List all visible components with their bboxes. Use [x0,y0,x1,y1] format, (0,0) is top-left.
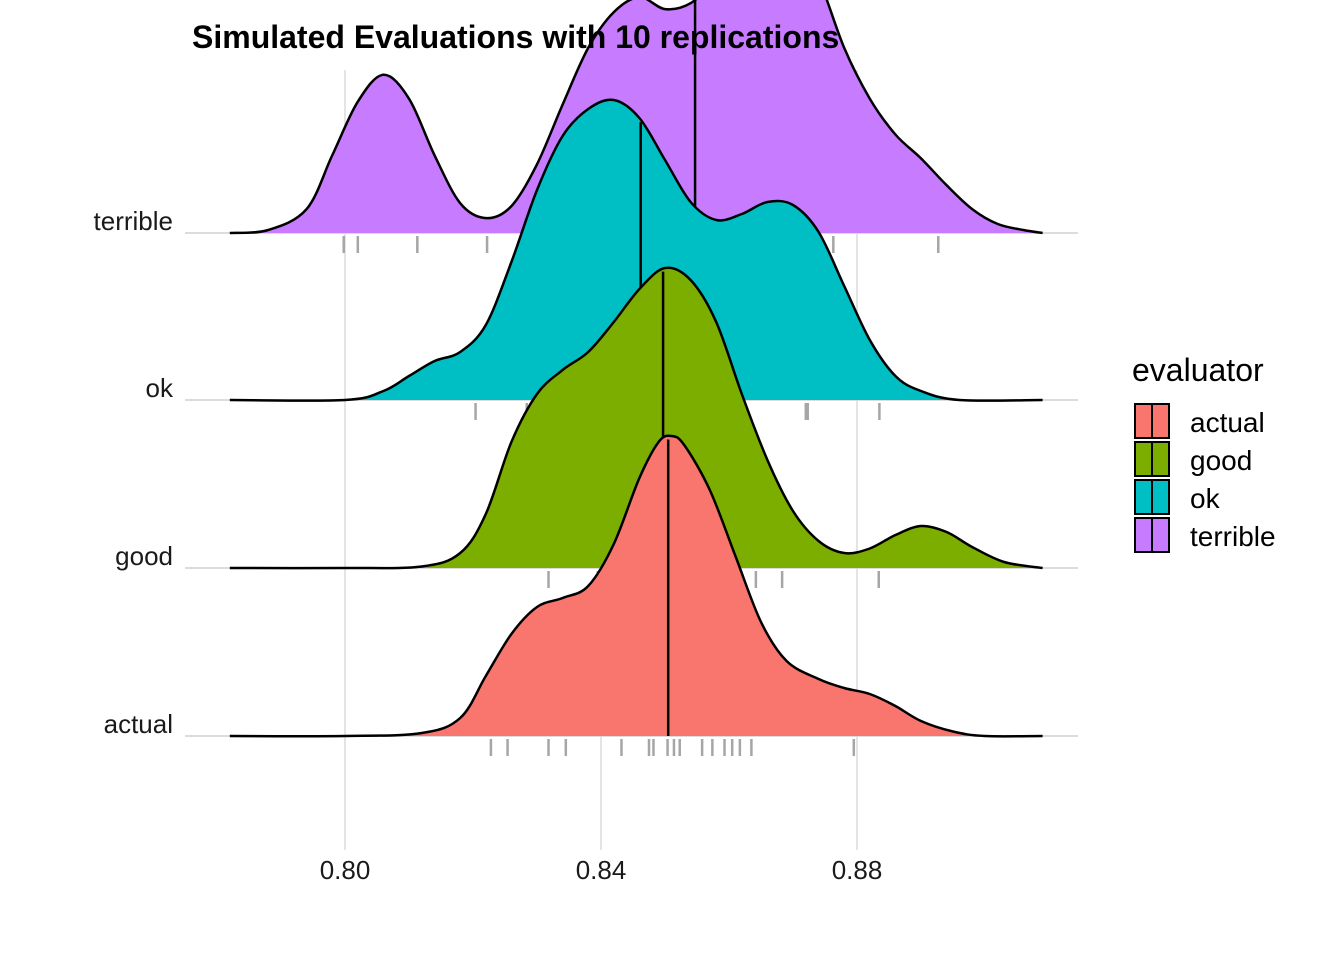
density-area-ok [229,99,1043,401]
y-tick-labels: actual good ok terrible [94,206,174,739]
density-area-good [229,267,1043,569]
density-outline-ok [229,98,1043,402]
legend-item-good: good [1134,441,1252,477]
chart-title: Simulated Evaluations with 10 replicatio… [192,19,839,55]
x-tick-label-0: 0.80 [320,855,371,885]
x-tick-label-1: 0.84 [576,855,627,885]
legend-label-good: good [1190,445,1252,476]
legend-item-actual: actual [1134,403,1265,439]
legend-label-terrible: terrible [1190,521,1276,552]
ridge-actual [229,434,1043,756]
legend-label-actual: actual [1190,407,1265,438]
density-outline-actual [229,434,1043,738]
y-tick-label-terrible: terrible [94,206,173,236]
y-tick-label-actual: actual [104,709,173,739]
y-tick-label-good: good [115,541,173,571]
density-outline-good [229,266,1043,570]
legend-item-ok: ok [1134,479,1221,515]
density-outline-terrible [229,0,1043,235]
x-tick-labels: 0.80 0.84 0.88 [320,855,883,885]
legend-item-terrible: terrible [1134,517,1276,553]
legend-label-ok: ok [1190,483,1221,514]
legend-title: evaluator [1132,352,1264,388]
x-tick-label-2: 0.88 [832,855,883,885]
density-area-actual [229,435,1043,737]
legend-items: actual good ok terrible [1134,403,1276,553]
legend: evaluator actual good ok terrible [1132,352,1276,553]
y-tick-label-ok: ok [146,373,174,403]
ridges [229,0,1043,756]
